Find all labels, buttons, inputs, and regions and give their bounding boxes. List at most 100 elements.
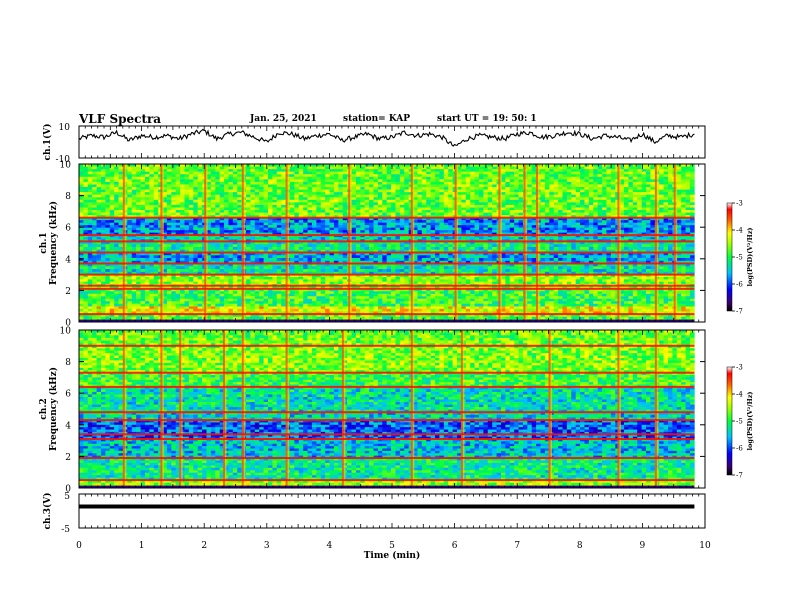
- spectrogram-line: [79, 273, 695, 276]
- spectrogram-line: [79, 371, 695, 374]
- time-tick-label: 2: [201, 541, 207, 551]
- frequency-tick-label: 8: [65, 358, 71, 368]
- ch3-voltage-ylabel: ch.3(V): [42, 493, 53, 530]
- spectrogram-line: [79, 262, 695, 265]
- time-tick-label: 5: [389, 541, 395, 551]
- spectrogram-burst: [241, 164, 244, 322]
- time-tick-label: 3: [264, 541, 270, 551]
- spectrogram-burst: [122, 164, 125, 322]
- ch1-voltage-ticks: [78, 126, 706, 158]
- spectrogram-burst: [160, 330, 163, 488]
- ch2-colorbar-ticks: -3 -4 -5 -6 -7: [732, 364, 743, 480]
- frequency-tick-label: 10: [60, 161, 72, 171]
- spectrogram-burst: [160, 164, 163, 322]
- spectrogram-burst: [285, 164, 288, 322]
- ch1-voltage-ylabel: ch.1(V): [42, 124, 53, 161]
- ch1-spectrogram-heatmap: [79, 164, 695, 323]
- time-tick-label: 1: [139, 541, 145, 551]
- colorbar-tick-label: -7: [736, 308, 743, 316]
- figure-title: VLF Spectra: [79, 112, 162, 126]
- spectrogram-burst: [410, 164, 413, 322]
- spectrogram-line: [79, 216, 695, 219]
- spectrogram-line: [79, 479, 695, 482]
- ch3-voltage-trace: [79, 504, 695, 509]
- ch1-ytick-top: 10: [59, 123, 71, 133]
- ch2-colorbar-gradient: [726, 366, 733, 476]
- spectrogram-line: [79, 251, 695, 254]
- ch2-frequency-ylabel: Frequency (kHz): [48, 367, 59, 451]
- spectrogram-line: [79, 411, 695, 414]
- time-tick-label: 8: [577, 541, 583, 551]
- spectrogram-line: [79, 385, 695, 388]
- spectrogram-burst: [654, 164, 657, 322]
- spectrogram-burst: [536, 164, 538, 322]
- spectrogram-burst: [617, 164, 620, 322]
- ch1-voltage-trace: [78, 128, 695, 147]
- ch1-voltage-line: [78, 128, 695, 147]
- frequency-tick-label: 4: [65, 255, 71, 265]
- frequency-tick-label: 2: [65, 453, 71, 463]
- ch2-colorbar: -3 -4 -5 -6 -7 log(PSD)(V²/Hz): [726, 364, 754, 480]
- time-tick-label: 4: [327, 541, 333, 551]
- frequency-tick-label: 8: [65, 192, 71, 202]
- ch2-spectrogram-panel: 0 2 4 6 8 10 ch.2 Frequency (kHz): [39, 327, 706, 495]
- frequency-tick-label: 6: [65, 390, 71, 400]
- spectrogram-burst: [617, 330, 620, 488]
- spectrogram-burst: [223, 330, 225, 488]
- frequency-tick-label: 0: [65, 485, 71, 495]
- spectrogram-line: [79, 284, 695, 287]
- station-label: station= KAP: [343, 114, 411, 124]
- ch1-colorbar: -3 -4 -5 -6 -7 log(PSD)(V²/Hz): [726, 200, 754, 316]
- ch1-channel-label: ch.1: [39, 232, 49, 253]
- spectrogram-line: [79, 234, 695, 237]
- ch2-colorbar-label: log(PSD)(V²/Hz): [746, 392, 754, 451]
- colorbar-tick-label: -5: [736, 418, 743, 426]
- spectrogram-burst: [241, 330, 244, 488]
- ch1-colorbar-label: log(PSD)(V²/Hz): [746, 228, 754, 287]
- colorbar-tick-label: -7: [736, 472, 743, 480]
- ch3-voltage-panel: 5 -5 ch.3(V) 0 1 2 3 4 5 6 7 8 9 10 Time (min): [42, 492, 711, 561]
- frequency-tick-label: 0: [65, 319, 71, 329]
- ch1-ytick-bottom: -10: [56, 155, 71, 165]
- spectrogram-burst: [179, 330, 182, 488]
- spectrogram-line: [79, 344, 695, 347]
- spectrogram-burst: [285, 330, 288, 488]
- ch1-colorbar-gradient: [726, 202, 733, 312]
- spectrogram-line: [79, 240, 695, 243]
- colorbar-tick-label: -4: [736, 391, 743, 399]
- frequency-tick-label: 4: [65, 421, 71, 431]
- ch3-voltage-ticks: [78, 494, 706, 528]
- ch3-ytick-top: 5: [64, 492, 70, 502]
- ch1-colorbar-ticks: -3 -4 -5 -6 -7: [732, 200, 743, 316]
- ch1-spectrogram-panel: 0 2 4 6 8 10 ch.1 Frequency (kHz): [39, 161, 706, 329]
- spectrogram-line: [79, 433, 695, 436]
- spectrogram-burst: [654, 330, 657, 488]
- ch1-voltage-panel: 10 -10 ch.1(V): [42, 123, 706, 165]
- colorbar-tick-label: -5: [736, 254, 743, 262]
- spectrogram-burst: [548, 330, 551, 488]
- spectrogram-line: [79, 313, 695, 316]
- spectrogram-line: [79, 287, 695, 290]
- start-time-label: start UT = 19: 50: 1: [437, 114, 537, 124]
- spectrogram-burst: [454, 164, 457, 322]
- ch2-spectrogram-heatmap: [79, 330, 695, 489]
- ch3-ytick-bottom: -5: [61, 525, 70, 535]
- colorbar-tick-label: -6: [736, 281, 743, 289]
- time-xlabel: Time (min): [364, 550, 421, 561]
- spectrogram-burst: [348, 164, 351, 322]
- spectrogram-burst: [673, 164, 676, 322]
- spectrogram-burst: [410, 330, 413, 488]
- spectrogram-burst: [498, 164, 501, 322]
- frequency-tick-label: 2: [65, 287, 71, 297]
- ch2-spectrogram-ticks: 0 2 4 6 8 10: [60, 327, 706, 495]
- time-tick-label: 10: [699, 541, 711, 551]
- spectrogram-burst: [460, 330, 463, 488]
- colorbar-tick-label: -6: [736, 445, 743, 453]
- spectrogram-line: [79, 457, 695, 459]
- ch2-channel-label: ch.2: [39, 398, 49, 419]
- colorbar-tick-label: -4: [736, 227, 743, 235]
- time-tick-label: 7: [514, 541, 520, 551]
- spectrogram-burst: [204, 164, 207, 322]
- date-label: Jan. 25, 2021: [250, 114, 317, 124]
